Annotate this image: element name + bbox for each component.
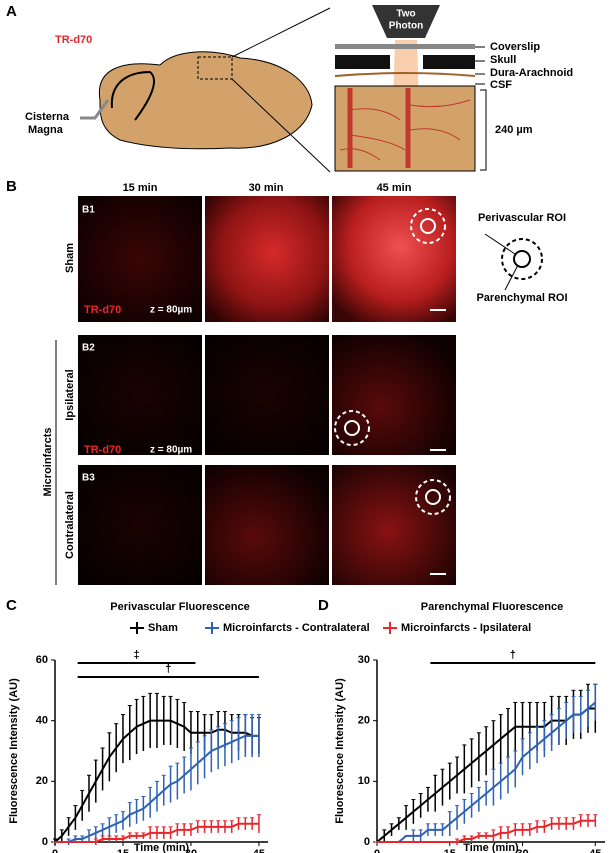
chart-title: Parenchymal Fluorescence <box>421 601 563 613</box>
y-tick-label: 0 <box>42 836 48 848</box>
column-label: 45 min <box>377 182 412 194</box>
x-tick-label: 30 <box>185 848 197 853</box>
row-label: B3 <box>82 473 95 484</box>
coverslip <box>335 44 475 49</box>
layer-label: Coverslip <box>490 41 540 53</box>
group-label: Contralateral <box>64 491 76 559</box>
skull <box>423 55 475 69</box>
y-axis-label: Fluorescence Intensity (AU) <box>334 678 346 824</box>
panel-label: C <box>6 597 17 614</box>
column-label: 15 min <box>123 182 158 194</box>
y-axis-label: Fluorescence Intensity (AU) <box>8 678 20 824</box>
y-tick-label: 20 <box>36 775 48 787</box>
significance-label: † <box>165 663 171 675</box>
row-label: B2 <box>82 343 95 354</box>
objective-label: Two <box>396 9 415 20</box>
legend-label: Microinfarcts - Contralateral <box>223 622 370 634</box>
layer-label: CSF <box>490 79 512 91</box>
layer-label: Skull <box>490 54 516 66</box>
zoom-line <box>231 7 331 58</box>
zoom-line <box>231 78 331 173</box>
y-tick-label: 0 <box>364 836 370 848</box>
panel-label: D <box>318 597 329 614</box>
row-label: B1 <box>82 205 95 216</box>
x-tick-label: 45 <box>253 848 265 853</box>
series-line <box>55 734 259 843</box>
x-tick-label: 0 <box>374 848 380 853</box>
tracer-label: TR-d70 <box>55 34 92 46</box>
panel-label: A <box>6 3 17 20</box>
x-axis-label: Time (min) <box>134 842 190 853</box>
y-tick-label: 30 <box>358 654 370 666</box>
cerebellum-outline <box>110 70 155 121</box>
x-tick-label: 0 <box>52 848 58 853</box>
roi-label: Parenchymal ROI <box>476 292 567 304</box>
tracer-label: TR-d70 <box>84 304 121 316</box>
series-line <box>377 701 596 843</box>
objective <box>372 5 440 38</box>
x-tick-label: 30 <box>516 848 528 853</box>
cisterna-label: Cisterna <box>25 111 70 123</box>
panel-label: B <box>6 178 17 195</box>
significance-label: ‡ <box>134 649 140 661</box>
x-axis-label: Time (min) <box>463 842 519 853</box>
tracer-label: TR-d70 <box>84 444 121 456</box>
y-tick-label: 20 <box>358 715 370 727</box>
column-label: 30 min <box>249 182 284 194</box>
group-label: Ipsilateral <box>64 369 76 420</box>
series-line <box>55 822 259 843</box>
group-label: Sham <box>64 243 76 273</box>
micrographs <box>55 196 543 585</box>
legend-label: Microinfarcts - Ipsilateral <box>401 622 531 634</box>
depth-label: 240 µm <box>495 124 533 136</box>
x-tick-label: 45 <box>589 848 601 853</box>
injection-line <box>80 99 110 120</box>
cisterna-label: Magna <box>28 124 64 136</box>
significance-label: † <box>510 649 516 661</box>
tissue <box>334 85 476 172</box>
legend-label: Sham <box>148 622 178 634</box>
zoom-box <box>197 56 233 80</box>
x-tick-label: 15 <box>117 848 129 853</box>
skull <box>335 55 390 69</box>
y-tick-label: 60 <box>36 654 48 666</box>
depth-label: z = 80µm <box>150 305 192 316</box>
y-tick-label: 10 <box>358 775 370 787</box>
x-tick-label: 15 <box>444 848 456 853</box>
layer-labels <box>475 46 487 171</box>
vessels <box>339 88 471 168</box>
series-line <box>377 819 596 843</box>
depth-label: z = 80µm <box>150 445 192 456</box>
y-tick-label: 40 <box>36 715 48 727</box>
group-label: Microinfarcts <box>42 427 54 496</box>
brain <box>98 51 313 150</box>
chart-title: Perivascular Fluorescence <box>110 601 249 613</box>
dura <box>334 72 476 77</box>
roi-label: Perivascular ROI <box>478 212 566 224</box>
objective-label: Photon <box>389 21 423 32</box>
layer-label: Dura-Arachnoid <box>490 67 573 79</box>
